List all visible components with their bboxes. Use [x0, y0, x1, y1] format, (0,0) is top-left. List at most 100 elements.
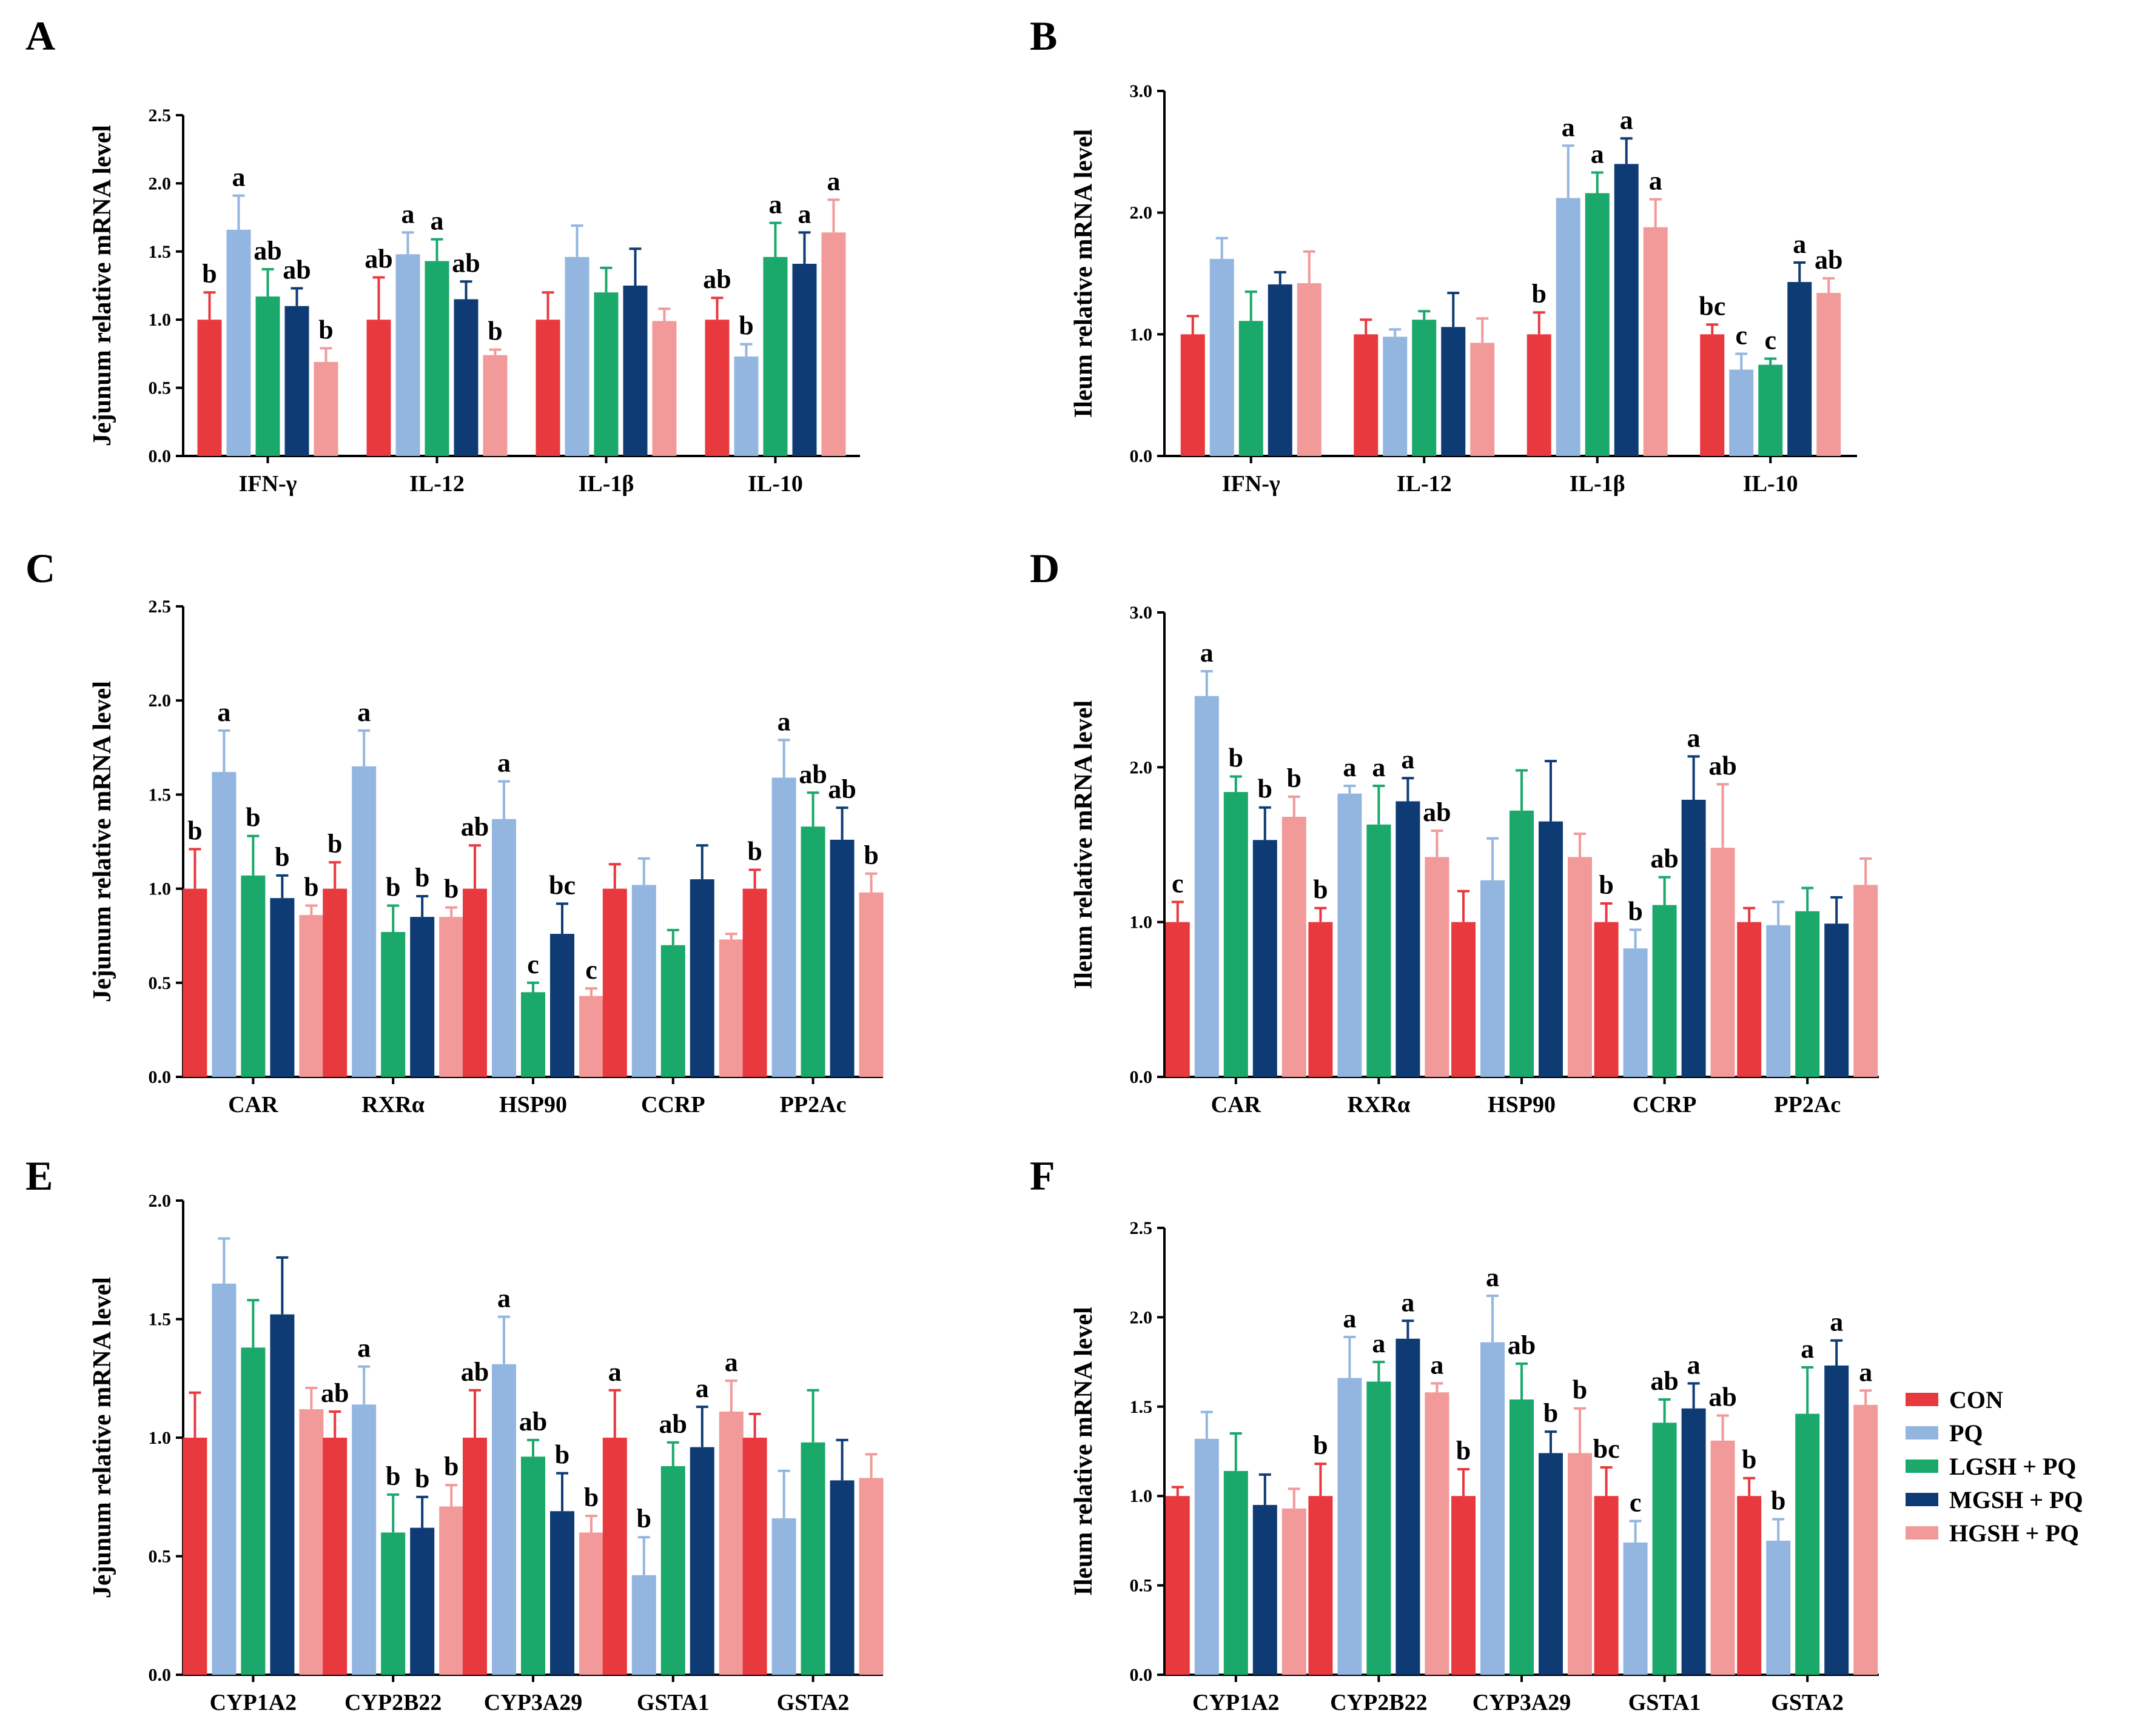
y-tick-label: 0.0: [149, 446, 172, 466]
bar-mgsh-pq: [690, 1447, 714, 1675]
y-tick-label: 1.5: [149, 785, 172, 805]
y-tick-label: 1.0: [1130, 913, 1153, 933]
panel-c: C Jejunum relative mRNA level 0.0 0.5 1.0 1.5…: [25, 545, 884, 1118]
significance-label: a: [1591, 139, 1604, 169]
bar-mgsh-pq: [1681, 799, 1706, 1077]
significance-label: b: [327, 829, 342, 859]
bar-pq: [226, 229, 251, 456]
bar-pq: [1623, 1542, 1648, 1675]
bar-lgsh-pq: [1795, 911, 1820, 1077]
significance-label: ab: [1423, 797, 1451, 827]
y-axis-title: Jejunum relative mRNA level: [89, 125, 116, 446]
bar-con: [1737, 922, 1762, 1077]
x-tick-label: PP2Ac: [780, 1092, 847, 1118]
significance-label: b: [444, 1452, 458, 1481]
bar-pq: [212, 772, 237, 1077]
significance-label: a: [1801, 1334, 1814, 1364]
bar-mgsh-pq: [1395, 1338, 1420, 1675]
legend-swatch: [1906, 1460, 1938, 1473]
bar-lgsh-pq: [660, 1466, 685, 1675]
significance-label: a: [1401, 1287, 1414, 1317]
bar-mgsh-pq: [550, 934, 574, 1077]
significance-label: b: [1742, 1445, 1756, 1475]
bar-mgsh-pq: [830, 1480, 855, 1675]
x-tick-label: IFN-γ: [239, 471, 297, 497]
bar-pq: [565, 256, 589, 456]
bar-con: [197, 320, 222, 456]
bar-mgsh-pq: [1539, 1453, 1563, 1675]
bar-mgsh-pq: [1441, 327, 1466, 456]
significance-label: b: [275, 842, 289, 872]
x-tick-label: IFN-γ: [1222, 471, 1280, 497]
y-axis-title: Ileum relative mRNA level: [1070, 700, 1098, 989]
bar-hgsh-pq: [1568, 857, 1592, 1077]
bar-lgsh-pq: [1412, 320, 1437, 456]
x-tick-label: RXRα: [1348, 1092, 1411, 1118]
bar-hgsh-pq: [821, 232, 846, 456]
significance-label: ab: [519, 1407, 547, 1436]
bar-pq: [1383, 337, 1408, 456]
significance-label: b: [1543, 1398, 1558, 1428]
significance-label: ab: [283, 255, 311, 284]
significance-label: b: [747, 837, 762, 866]
bar-con: [1165, 922, 1190, 1077]
significance-label: b: [386, 873, 400, 902]
x-tick-label: CAR: [228, 1092, 278, 1118]
significance-label: bc: [1699, 291, 1725, 321]
bar-mgsh-pq: [1268, 284, 1292, 456]
bar-mgsh-pq: [284, 306, 309, 456]
x-tick-label: CAR: [1211, 1092, 1261, 1118]
x-tick-label: HSP90: [1488, 1092, 1556, 1118]
y-tick-label: 1.5: [149, 242, 172, 262]
bar-hgsh-pq: [1297, 283, 1322, 456]
bar-lgsh-pq: [255, 296, 280, 456]
bar-pq: [1194, 695, 1219, 1077]
bar-mgsh-pq: [454, 299, 479, 456]
x-tick-label: CYP3A29: [484, 1690, 583, 1715]
significance-label: a: [1859, 1357, 1872, 1387]
bar-mgsh-pq: [410, 917, 435, 1077]
x-tick-label: IL-1β: [1570, 471, 1625, 497]
y-tick-label: 2.0: [149, 691, 172, 711]
y-tick-label: 0.5: [149, 1547, 172, 1567]
significance-label: b: [318, 315, 333, 344]
panel-f: F Ileum relative mRNA level 0.0 0.5 1.0 1.5 2.…: [1030, 1153, 1879, 1715]
significance-label: a: [1620, 105, 1633, 135]
significance-label: bc: [549, 870, 576, 900]
x-tick-label: CYP2B22: [344, 1690, 442, 1715]
bar-mgsh-pq: [623, 286, 648, 456]
significance-label: a: [497, 748, 511, 778]
bar-con: [1308, 922, 1333, 1077]
bar-lgsh-pq: [763, 256, 788, 456]
significance-label: b: [584, 1483, 599, 1512]
significance-label: a: [1343, 1304, 1356, 1333]
bar-hgsh-pq: [439, 917, 464, 1077]
significance-label: a: [1793, 229, 1806, 259]
bar-pq: [631, 885, 656, 1077]
significance-label: a: [608, 1357, 622, 1387]
bar-hgsh-pq: [299, 915, 324, 1077]
significance-label: a: [1430, 1350, 1443, 1379]
significance-label: ab: [659, 1409, 687, 1439]
y-tick-label: 3.0: [1130, 603, 1153, 623]
bar-hgsh-pq: [719, 1411, 744, 1675]
bar-con: [1165, 1496, 1190, 1675]
significance-label: ab: [703, 264, 731, 294]
significance-label: c: [1172, 868, 1184, 898]
bar-hgsh-pq: [859, 1478, 884, 1675]
significance-label: b: [386, 1461, 400, 1491]
bar-con: [742, 1438, 767, 1675]
bar-pq: [492, 1364, 516, 1675]
significance-label: b: [1258, 774, 1272, 804]
bar-hgsh-pq: [1470, 343, 1495, 456]
significance-label: b: [555, 1440, 569, 1470]
panel-label: C: [25, 545, 55, 591]
bar-con: [1526, 334, 1551, 456]
y-tick-label: 2.0: [149, 1191, 172, 1211]
significance-label: b: [1456, 1436, 1471, 1466]
y-tick-label: 0.5: [149, 973, 172, 993]
x-tick-label: IL-12: [1397, 471, 1452, 497]
significance-label: b: [1287, 763, 1301, 793]
bar-hgsh-pq: [1816, 293, 1841, 456]
significance-label: b: [415, 1464, 429, 1493]
